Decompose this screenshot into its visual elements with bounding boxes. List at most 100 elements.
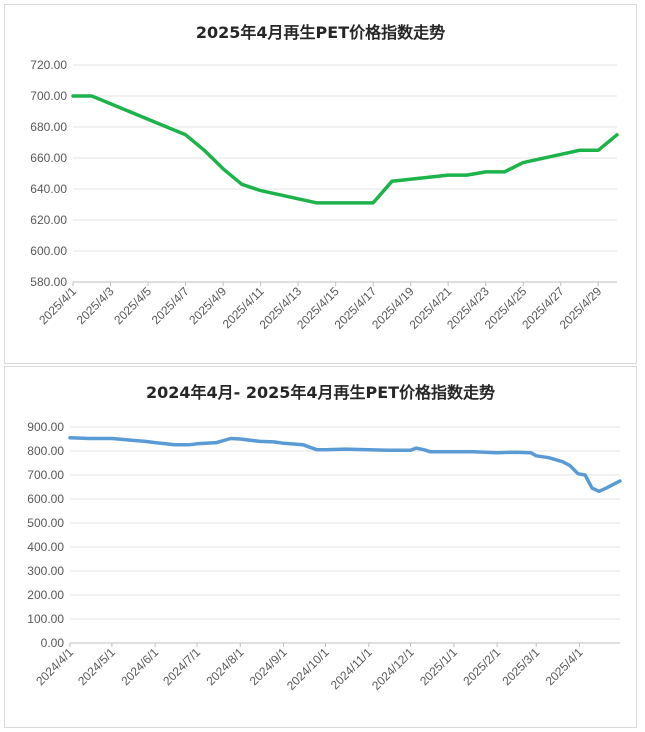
data-point: [111, 438, 113, 440]
data-point: [591, 487, 593, 489]
data-point: [616, 134, 618, 136]
data-point: [605, 487, 607, 489]
data-point: [353, 202, 355, 204]
y-tick-label: 500.00: [27, 516, 64, 530]
data-point: [619, 480, 621, 482]
data-point: [598, 490, 600, 492]
data-point: [89, 438, 91, 440]
y-tick-label: 620.00: [30, 213, 67, 227]
data-point: [429, 451, 431, 453]
y-tick-label: 580.00: [30, 275, 67, 289]
x-tick-label: 2025/4/1: [36, 284, 79, 327]
y-tick-label: 200.00: [27, 588, 64, 602]
data-point: [316, 449, 318, 451]
x-tick-label: 2025/2/1: [460, 645, 503, 688]
data-point: [154, 442, 156, 444]
data-point: [368, 449, 370, 451]
x-tick-label: 2025/1/1: [417, 645, 460, 688]
x-tick-label: 2024/12/1: [369, 645, 417, 693]
data-point: [562, 461, 564, 463]
data-point: [203, 149, 205, 151]
data-point: [72, 95, 74, 97]
chart-panel-april-2025: 2025年4月再生PET价格指数走势 580.00 600.00 620.00 640…: [4, 4, 637, 364]
data-point: [503, 171, 505, 173]
data-point: [516, 451, 518, 453]
data-point: [344, 448, 346, 450]
series-line: [68, 436, 622, 494]
y-tick-label: 680.00: [30, 120, 67, 134]
x-tick-label: 2025/4/3: [74, 284, 117, 327]
x-tick-label: 2024/7/1: [160, 645, 203, 688]
data-point: [391, 180, 393, 182]
y-tick-label: 640.00: [30, 182, 67, 196]
data-point: [174, 444, 176, 446]
data-point: [535, 455, 537, 457]
x-tick-label: 2025/4/7: [149, 284, 192, 327]
y-tick-label: 700.00: [27, 468, 64, 482]
x-tick-label: 2025/3/1: [499, 645, 542, 688]
data-point: [415, 447, 417, 449]
data-point: [91, 95, 93, 97]
y-tick-label: 900.00: [27, 420, 64, 434]
data-point: [387, 449, 389, 451]
data-point: [466, 174, 468, 176]
data-point: [239, 438, 241, 440]
data-point: [548, 457, 550, 459]
data-point: [453, 451, 455, 453]
data-point: [577, 473, 579, 475]
chart-title: 2025年4月再生PET价格指数走势: [195, 23, 446, 42]
data-point: [188, 444, 190, 446]
data-point: [324, 449, 326, 451]
x-tick-label: 2024/4/1: [33, 645, 76, 688]
x-tick-label: 2025/4/1: [543, 645, 586, 688]
data-point: [496, 452, 498, 454]
data-point: [569, 464, 571, 466]
data-point: [230, 438, 232, 440]
data-point: [241, 183, 243, 185]
data-point: [273, 441, 275, 443]
data-point: [410, 449, 412, 451]
y-tick-label: 720.00: [30, 58, 67, 72]
data-point: [522, 162, 524, 164]
y-tick-label: 600.00: [27, 492, 64, 506]
x-tick-label: 2025/4/5: [111, 284, 154, 327]
data-point: [335, 202, 337, 204]
chart-title: 2024年4月- 2025年4月再生PET价格指数走势: [145, 383, 496, 402]
x-tick-label: 2024/8/1: [203, 645, 246, 688]
data-point: [302, 444, 304, 446]
y-tick-label: 660.00: [30, 151, 67, 165]
y-tick-label: 0.00: [41, 636, 65, 650]
data-point: [216, 442, 218, 444]
y-tick-label: 600.00: [30, 244, 67, 258]
x-tick-label: 2024/10/1: [284, 645, 332, 693]
line-chart-yearly: 0.00 100.00 200.00 300.00 400.00 500.00 600.00…: [27, 420, 622, 693]
y-tick-label: 100.00: [27, 612, 64, 626]
data-point: [584, 474, 586, 476]
data-point: [447, 174, 449, 176]
data-point: [69, 437, 71, 439]
y-tick-label: 800.00: [27, 444, 64, 458]
line-chart-april-2025: 580.00 600.00 620.00 640.00 660.00 680.00 700.…: [30, 58, 619, 332]
y-tick-label: 700.00: [30, 89, 67, 103]
data-point: [185, 134, 187, 136]
data-point: [222, 168, 224, 170]
data-point: [485, 171, 487, 173]
data-point: [144, 440, 146, 442]
data-point: [422, 449, 424, 451]
x-tick-label: 2024/5/1: [75, 645, 118, 688]
y-tick-label: 300.00: [27, 564, 64, 578]
data-point: [259, 440, 261, 442]
data-point: [530, 452, 532, 454]
chart-panel-yearly: 2024年4月- 2025年4月再生PET价格指数走势 0.00 100.00 20…: [4, 366, 637, 728]
x-tick-label: 2024/11/1: [328, 645, 375, 692]
data-point: [578, 149, 580, 151]
data-point: [283, 442, 285, 444]
x-tick-label: 2024/9/1: [247, 645, 290, 688]
data-point: [472, 451, 474, 453]
data-point: [372, 202, 374, 204]
data-point: [612, 484, 614, 486]
y-tick-label: 400.00: [27, 540, 64, 554]
data-point: [260, 190, 262, 192]
data-point: [597, 149, 599, 151]
data-point: [196, 443, 198, 445]
